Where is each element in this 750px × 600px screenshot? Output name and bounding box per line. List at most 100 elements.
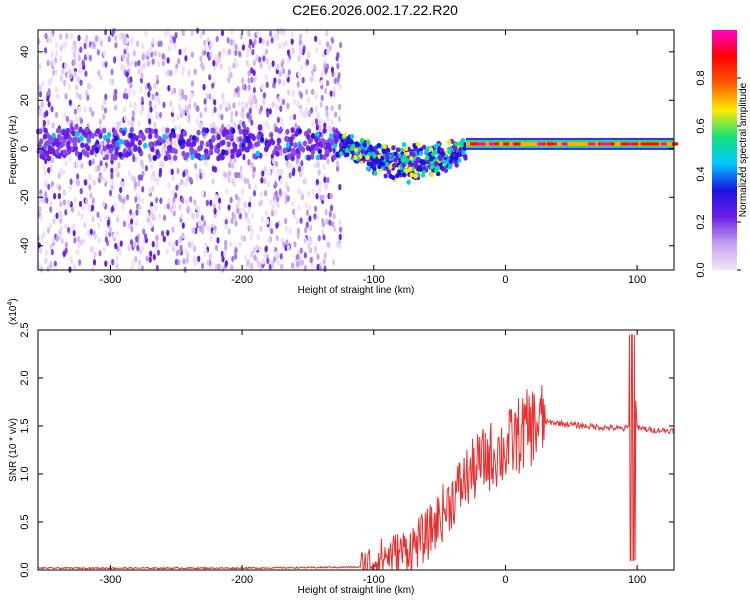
y-tick-label: 2.0 <box>19 370 31 385</box>
spectrogram-mark <box>208 74 212 81</box>
spectrogram-mark <box>298 33 303 40</box>
spectrogram-mark <box>132 211 136 219</box>
spectrogram-mark <box>88 184 92 191</box>
spectrogram-mark <box>143 142 148 149</box>
spectrogram-mark <box>264 48 269 55</box>
spectrogram-mark <box>315 124 319 131</box>
spectrogram-mark <box>294 130 299 137</box>
spectrogram-mark <box>230 111 234 118</box>
spectrogram-y-label: Frequency (Hz) <box>8 116 19 185</box>
spectrogram-mark <box>155 111 159 119</box>
spectrogram-mark <box>290 262 295 269</box>
spectrogram-mark <box>248 114 252 121</box>
spectrogram-mark <box>323 252 327 259</box>
x-tick-label: -300 <box>99 274 121 286</box>
y-tick-label: -40 <box>19 238 31 254</box>
spectrogram-mark <box>210 261 214 268</box>
spectrogram-mark <box>206 259 210 267</box>
spectrogram-mark <box>267 236 272 244</box>
spectrogram-mark <box>148 118 152 125</box>
spectrogram-mark <box>183 154 188 161</box>
spectrogram-mark <box>151 58 155 65</box>
spectrogram-mark <box>204 248 208 255</box>
spectrogram-mark <box>385 147 391 153</box>
spectrogram-mark <box>187 102 192 110</box>
spectrogram-mark <box>282 80 286 87</box>
spectrogram-mark <box>253 183 258 191</box>
spectrogram-mark <box>271 204 275 212</box>
spectrogram-mark <box>514 142 521 146</box>
spectrogram-mark <box>224 224 228 231</box>
spectrogram-mark <box>73 44 77 52</box>
spectrogram-mark <box>250 119 254 126</box>
spectrogram-mark <box>164 70 168 77</box>
spectrogram-mark <box>353 147 358 153</box>
spectrogram-mark <box>217 112 221 119</box>
spectrogram-mark <box>309 256 313 264</box>
spectrogram-mark <box>307 204 312 211</box>
spectrogram-mark <box>346 136 351 142</box>
spectrogram-mark <box>304 227 308 234</box>
spectrogram-mark <box>193 199 197 206</box>
spectrogram-mark <box>420 159 426 165</box>
spectrogram-mark <box>112 232 116 240</box>
spectrogram-mark <box>195 118 200 125</box>
spectrogram-mark <box>76 248 80 256</box>
spectrogram-mark <box>91 266 95 273</box>
spectrogram-mark <box>332 213 336 220</box>
spectrogram-mark <box>224 244 228 251</box>
spectrogram-mark <box>291 200 295 208</box>
spectrogram-mark <box>333 77 337 85</box>
spectrogram-mark <box>83 42 87 50</box>
spectrogram-mark <box>232 62 236 69</box>
spectrogram-mark <box>333 137 339 144</box>
spectrogram-mark <box>229 133 234 140</box>
spectrogram-mark <box>188 176 192 183</box>
spectrogram-mark <box>103 98 107 105</box>
spectrogram-mark <box>263 166 267 173</box>
spectrogram-mark <box>230 217 234 225</box>
spectrogram-mark <box>76 235 81 243</box>
spectrogram-mark <box>282 190 286 198</box>
spectrogram-mark <box>264 74 268 81</box>
spectrogram-mark <box>127 212 131 220</box>
colorbar-ticks: 0.0 0.2 0.4 0.6 0.8 <box>695 70 741 278</box>
spectrogram-mark <box>128 132 134 139</box>
snr-series-line <box>38 334 675 571</box>
spectrogram-mark <box>140 72 144 80</box>
spectrogram-mark <box>273 32 277 39</box>
spectrogram-mark <box>94 147 100 154</box>
spectrogram-mark <box>155 74 159 81</box>
spectrogram-mark <box>59 200 63 208</box>
spectrogram-mark <box>144 30 148 38</box>
spectrogram-mark <box>231 128 236 135</box>
spectrogram-mark <box>71 45 75 52</box>
spectrogram-mark <box>322 258 326 265</box>
spectrogram-mark <box>51 69 56 76</box>
spectrogram-mark <box>266 111 270 118</box>
spectrogram-mark <box>146 50 150 57</box>
spectrogram-mark <box>314 136 319 143</box>
spectrogram-mark <box>156 249 161 256</box>
spectrogram-mark <box>286 185 290 192</box>
spectrogram-mark <box>311 188 315 195</box>
spectrogram-mark <box>100 148 104 156</box>
spectrogram-mark <box>274 190 278 197</box>
spectrogram-mark <box>79 46 83 53</box>
spectrogram-mark <box>386 169 392 175</box>
spectrogram-mark <box>253 38 257 46</box>
spectrogram-mark <box>268 131 274 138</box>
spectrogram-mark <box>68 68 72 76</box>
spectrogram-mark <box>252 246 256 254</box>
spectrogram-mark <box>286 49 291 56</box>
spectrogram-mark <box>431 151 436 157</box>
spectrogram-mark <box>64 241 68 248</box>
spectrogram-mark <box>242 138 247 145</box>
spectrogram-mark <box>78 93 82 101</box>
spectrogram-mark <box>252 59 257 67</box>
spectrogram-mark <box>404 168 409 174</box>
spectrogram-mark <box>262 92 267 99</box>
spectrogram-mark <box>252 69 256 77</box>
spectrogram-mark <box>124 151 130 158</box>
spectrogram-mark <box>51 132 56 139</box>
